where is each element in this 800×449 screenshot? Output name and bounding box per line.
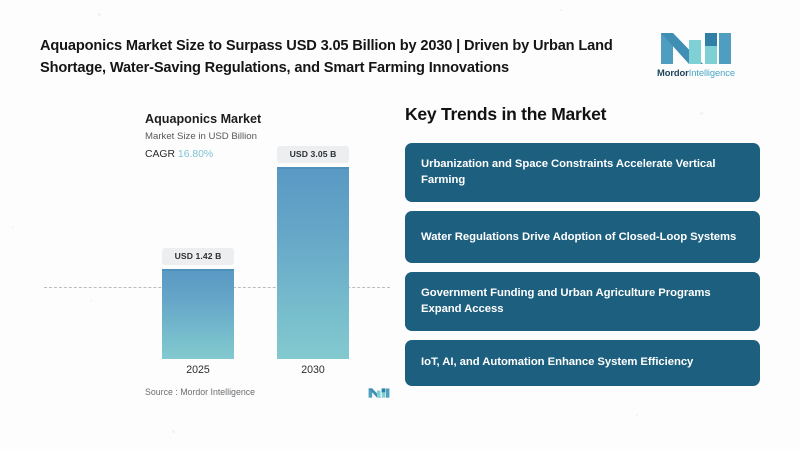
bar-2025[interactable] (162, 269, 234, 359)
bar-value-label-2030: USD 3.05 B (277, 146, 349, 163)
trend-card-3[interactable]: Government Funding and Urban Agriculture… (405, 271, 760, 331)
source-row: Source : Mordor Intelligence (145, 386, 390, 398)
x-axis-tick-2030: 2030 (301, 364, 325, 376)
source-text: Source : Mordor Intelligence (145, 387, 256, 397)
bar-group-2030: USD 3.05 B (277, 146, 349, 359)
chart-subtitle: Market Size in USD Billion (145, 131, 257, 142)
brand-word-primary: Mordor (657, 67, 689, 78)
bar-2030[interactable] (277, 167, 349, 359)
x-axis-tick-2025: 2025 (186, 364, 210, 376)
bar-group-2025: USD 1.42 B (162, 248, 234, 359)
key-trends-heading: Key Trends in the Market (405, 104, 607, 124)
chart-panel: Aquaponics Market Market Size in USD Bil… (40, 104, 390, 404)
bar-value-label-2025: USD 1.42 B (162, 248, 234, 265)
chart-title: Aquaponics Market (145, 112, 262, 126)
trend-card-1[interactable]: Urbanization and Space Constraints Accel… (405, 143, 760, 202)
cagr-row: CAGR 16.80% (145, 149, 213, 160)
page-title: Aquaponics Market Size to Surpass USD 3.… (40, 38, 613, 76)
mordor-m-logo-icon (661, 33, 731, 64)
cagr-label: CAGR (145, 149, 176, 160)
decorative-speck (98, 13, 101, 16)
key-trends-panel: Key Trends in the Market Urbanization an… (405, 104, 760, 395)
decorative-speck (90, 300, 92, 302)
decorative-speck (560, 9, 562, 11)
decorative-speck (700, 112, 703, 115)
trend-card-2[interactable]: Water Regulations Drive Adoption of Clos… (405, 210, 760, 263)
header: Aquaponics Market Size to Surpass USD 3.… (0, 0, 800, 96)
trend-card-4[interactable]: IoT, AI, and Automation Enhance System E… (405, 339, 760, 386)
brand-logo: MordorIntelligence (650, 26, 742, 78)
decorative-speck (12, 226, 14, 228)
decorative-speck (172, 430, 175, 433)
bar-chart-plot-area: USD 1.42 B USD 3.05 B (40, 146, 390, 359)
brand-word-secondary: Intelligence (688, 67, 735, 78)
cagr-value: 16.80% (177, 149, 214, 160)
decorative-speck (636, 414, 638, 416)
mordor-m-logo-icon (368, 388, 390, 398)
brand-wordmark: MordorIntelligence (650, 67, 742, 78)
